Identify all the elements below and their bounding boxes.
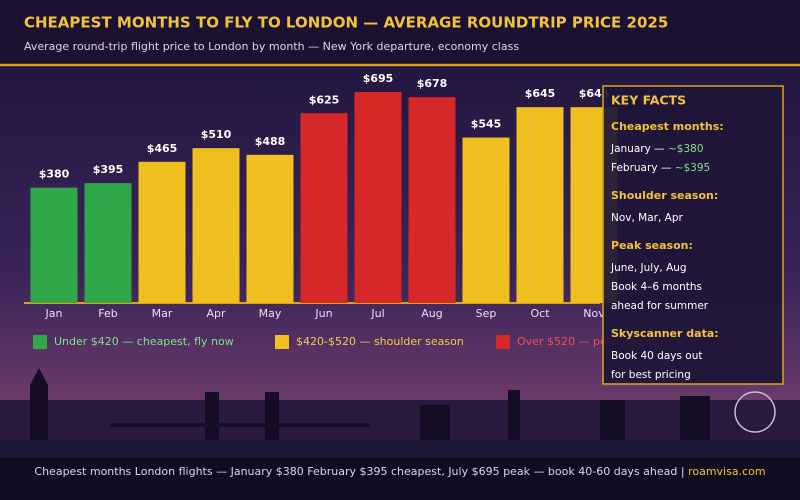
eye-wheel: [734, 391, 776, 433]
fact-line: June, July, Aug: [610, 262, 687, 274]
header-band: [0, 0, 800, 64]
bridge-tower: [205, 392, 219, 440]
bridge-tower: [265, 392, 279, 440]
fact-line: ahead for summer: [611, 300, 709, 312]
x-tick-label: Apr: [206, 307, 226, 320]
fact-text: Book 4–6 months: [611, 281, 702, 293]
building: [420, 405, 450, 440]
title: CHEAPEST MONTHS TO FLY TO LONDON — AVERA…: [24, 14, 668, 32]
fact-value: ~$380: [668, 143, 704, 155]
bar: [408, 97, 456, 303]
x-tick-label: May: [259, 307, 282, 320]
bar: [246, 154, 294, 303]
bar: [84, 183, 132, 303]
value-label: $545: [471, 118, 502, 131]
building: [680, 396, 710, 440]
section-heading: Shoulder season:: [611, 189, 718, 202]
bar: [30, 187, 78, 303]
fact-text: Nov, Mar, Apr: [611, 212, 684, 224]
x-tick-label: Aug: [421, 307, 442, 320]
fact-value: ~$395: [675, 162, 711, 174]
x-tick-label: Jun: [314, 307, 332, 320]
x-tick-label: Oct: [530, 307, 550, 320]
building: [600, 400, 625, 440]
footer-text: Cheapest months London flights — January…: [34, 465, 688, 478]
section-heading: Cheapest months:: [611, 120, 724, 133]
fact-line: Book 4–6 months: [611, 281, 702, 293]
footer-link: roamvisa.com: [688, 465, 766, 478]
legend-label: $420-$520 — shoulder season: [296, 335, 464, 348]
fact-text: ahead for summer: [611, 300, 709, 312]
x-tick-label: Jan: [45, 307, 63, 320]
clock-tower: [30, 385, 48, 440]
fact-line: February — ~$395: [611, 162, 710, 174]
skyline-base: [0, 400, 800, 440]
value-label: $488: [255, 135, 286, 148]
bar: [462, 137, 510, 303]
x-tick-label: Feb: [98, 307, 117, 320]
key-facts-panel: [602, 85, 784, 385]
legend-swatch: [496, 335, 510, 349]
x-tick-label: Nov: [583, 307, 605, 320]
fact-text: January —: [610, 143, 668, 155]
legend-swatch: [33, 335, 47, 349]
value-label: $510: [201, 128, 232, 141]
footer: Cheapest months London flights — January…: [34, 465, 765, 478]
value-label: $625: [309, 93, 340, 106]
fact-line: Nov, Mar, Apr: [611, 212, 684, 224]
fact-text: Book 40 days out: [611, 350, 703, 362]
value-label: $645: [525, 87, 556, 100]
fact-text: June, July, Aug: [610, 262, 687, 274]
bar: [192, 148, 240, 303]
value-label: $678: [417, 77, 448, 90]
skyline: [0, 368, 800, 458]
fact-text: for best pricing: [611, 369, 691, 381]
bar: [516, 107, 564, 303]
subtitle: Average round-trip flight price to Londo…: [24, 40, 519, 53]
plot: $380 Jan $395 Feb $465 Mar $510 Apr $488 May $625 J…: [24, 72, 662, 349]
section-heading: Peak season:: [611, 239, 693, 252]
footer-band: [0, 458, 800, 500]
value-label: $380: [39, 168, 70, 181]
value-label: $645: [579, 87, 610, 100]
bar: [354, 92, 402, 303]
building: [508, 390, 520, 440]
river: [0, 440, 800, 458]
section-heading: Skyscanner data:: [611, 327, 719, 340]
bar: [300, 113, 348, 303]
key-facts-title: KEY FACTS: [611, 93, 686, 108]
bar: [138, 161, 186, 303]
key-facts: KEY FACTS Cheapest months: January — ~$380…: [602, 85, 784, 385]
x-tick-label: Mar: [152, 307, 173, 320]
x-tick-label: Jul: [370, 307, 384, 320]
fact-line: Book 40 days out: [611, 350, 703, 362]
fact-line: for best pricing: [611, 369, 691, 381]
value-label: $695: [363, 72, 394, 85]
value-label: $395: [93, 163, 124, 176]
clock-tower-top: [30, 368, 48, 385]
legend-label: Under $420 — cheapest, fly now: [54, 335, 234, 348]
fact-text: February —: [611, 162, 675, 174]
x-tick-label: Sep: [476, 307, 497, 320]
value-label: $465: [147, 142, 178, 155]
fact-line: January — ~$380: [610, 143, 704, 155]
legend-swatch: [275, 335, 289, 349]
